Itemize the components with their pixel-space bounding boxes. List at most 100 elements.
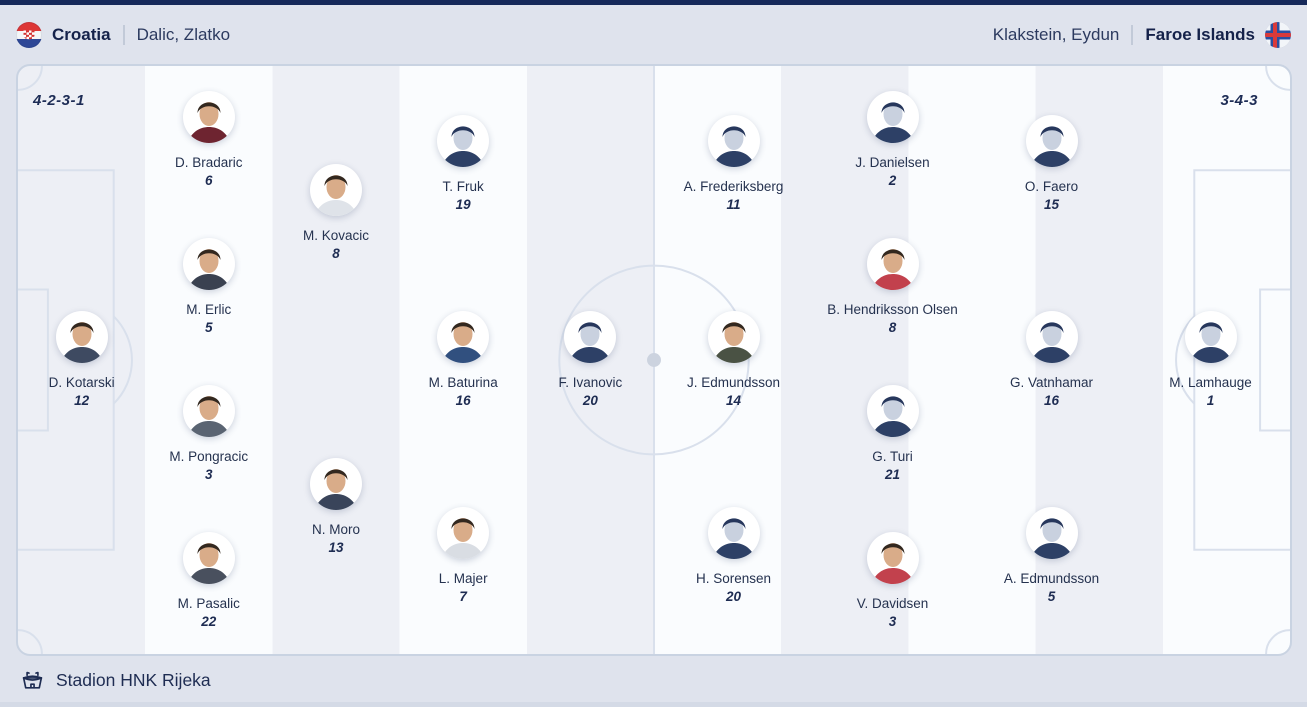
player-avatar: [866, 237, 919, 290]
player-avatar: [564, 311, 617, 363]
player-number: 8: [888, 319, 897, 335]
player-silhouette-icon: [186, 542, 231, 584]
player-number: 6: [205, 172, 213, 188]
player-card[interactable]: M. Lamhauge 1: [1126, 311, 1291, 409]
croatia-flag-icon: [16, 21, 42, 48]
player-name: A. Edmundsson: [1003, 570, 1100, 586]
player-name: D. Bradaric: [175, 154, 243, 170]
player-silhouette-icon: [441, 126, 486, 168]
player-card[interactable]: V. Davidsen 3: [808, 531, 978, 630]
player-silhouette-icon: [870, 101, 915, 143]
player-card[interactable]: N. Moro 13: [251, 458, 421, 556]
player-silhouette-icon: [186, 248, 231, 290]
player-card[interactable]: T. Fruk 19: [378, 115, 548, 213]
player-name: V. Davidsen: [856, 595, 929, 611]
player-silhouette-icon: [1029, 126, 1074, 168]
away-manager-name: Klakstein, Eydun: [992, 24, 1120, 44]
player-avatar: [310, 164, 362, 216]
player-number: 5: [205, 319, 213, 335]
player-name: M. Kovacic: [302, 228, 370, 243]
player-card[interactable]: A. Frederiksberg 11: [649, 115, 819, 213]
player-name: G. Turi: [872, 448, 913, 464]
player-avatar: [182, 384, 235, 437]
player-avatar: [437, 311, 490, 363]
player-name: O. Faero: [1024, 179, 1079, 195]
player-silhouette-icon: [870, 395, 915, 437]
player-number: 5: [1047, 588, 1056, 604]
player-avatar: [182, 531, 235, 584]
player-name: F. Ivanovic: [558, 375, 623, 390]
player-silhouette-icon: [1188, 322, 1233, 363]
player-number: 11: [726, 197, 741, 213]
header-divider-home: [122, 24, 125, 45]
player-card[interactable]: M. Erlic 5: [124, 237, 294, 336]
player-card[interactable]: G. Vatnhamar 16: [967, 311, 1137, 409]
player-avatar: [310, 458, 362, 510]
player-name: A. Frederiksberg: [683, 179, 784, 195]
away-team-block[interactable]: Faroe Islands: [1145, 21, 1291, 48]
player-silhouette-icon: [441, 322, 486, 363]
player-number: 14: [725, 393, 742, 408]
player-card[interactable]: H. Sorensen 20: [649, 506, 819, 605]
player-card[interactable]: O. Faero 15: [967, 115, 1137, 213]
player-silhouette-icon: [711, 126, 756, 168]
player-number: 21: [884, 466, 901, 482]
player-avatar: [182, 90, 235, 143]
player-number: 15: [1043, 197, 1060, 213]
player-card[interactable]: A. Edmundsson 5: [967, 506, 1137, 605]
player-number: 1: [1206, 393, 1215, 408]
player-avatar: [182, 237, 235, 290]
venue-name: Stadion HNK Rijeka: [56, 669, 211, 690]
player-card[interactable]: B. Hendriksson Olsen 8: [808, 237, 978, 336]
player-avatar: [866, 90, 919, 143]
player-number: 16: [1043, 393, 1060, 408]
player-name: L. Majer: [438, 570, 488, 586]
player-silhouette-icon: [711, 517, 756, 559]
home-manager-name: Dalic, Zlatko: [136, 24, 231, 44]
player-silhouette-icon: [186, 101, 231, 143]
player-name: M. Pongracic: [169, 448, 249, 464]
player-avatar: [55, 311, 108, 363]
player-avatar: [866, 531, 919, 584]
player-card[interactable]: D. Kotarski 12: [18, 311, 167, 409]
center-spot-icon: [647, 353, 661, 367]
player-number: 2: [888, 172, 897, 188]
player-card[interactable]: L. Majer 7: [378, 506, 548, 605]
player-card[interactable]: G. Turi 21: [808, 384, 978, 483]
player-card[interactable]: D. Bradaric 6: [124, 90, 294, 189]
player-card[interactable]: J. Edmundsson 14: [649, 311, 819, 409]
home-formation-label: 4-2-3-1: [33, 92, 85, 109]
player-silhouette-icon: [1029, 322, 1074, 363]
venue-bar: Stadion HNK Rijeka: [0, 658, 1307, 702]
player-avatar: [866, 384, 919, 437]
player-silhouette-icon: [186, 395, 231, 437]
player-name: M. Erlic: [186, 301, 232, 317]
player-card[interactable]: M. Baturina 16: [378, 311, 548, 409]
player-number: 16: [455, 393, 471, 408]
player-name: H. Sorensen: [695, 570, 772, 586]
player-avatar: [707, 311, 760, 363]
player-silhouette-icon: [314, 175, 358, 216]
player-number: 20: [725, 588, 742, 604]
player-silhouette-icon: [441, 517, 486, 559]
header-divider-away: [1131, 24, 1134, 45]
player-avatar: [1025, 115, 1078, 168]
player-card[interactable]: M. Pongracic 3: [124, 384, 294, 483]
player-number: 13: [328, 540, 344, 555]
player-number: 20: [582, 393, 598, 408]
player-number: 22: [201, 613, 217, 629]
player-avatar: [707, 506, 760, 559]
player-card[interactable]: J. Danielsen 2: [808, 90, 978, 189]
player-number: 3: [205, 466, 213, 482]
pitch-markings: [18, 66, 1290, 654]
player-card[interactable]: M. Kovacic 8: [251, 164, 421, 262]
player-avatar: [1025, 506, 1078, 559]
player-name: B. Hendriksson Olsen: [827, 301, 958, 317]
away-team-name: Faroe Islands: [1145, 24, 1255, 44]
player-name: G. Vatnhamar: [1009, 375, 1094, 390]
bottom-strip: [0, 702, 1307, 707]
player-card[interactable]: M. Pasalic 22: [124, 531, 294, 630]
player-avatar: [437, 506, 490, 559]
player-card[interactable]: F. Ivanovic 20: [505, 311, 675, 409]
home-team-block[interactable]: Croatia: [16, 21, 111, 48]
